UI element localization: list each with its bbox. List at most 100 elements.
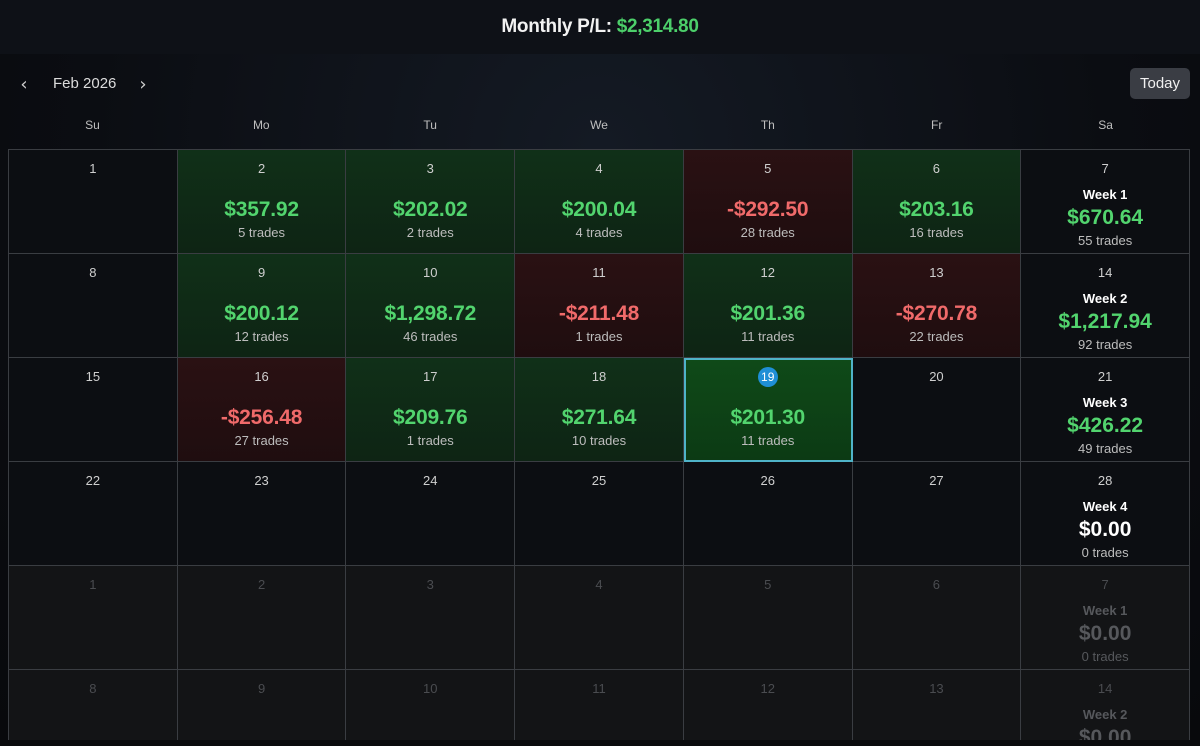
weekday-label: Mo (252, 118, 270, 132)
day-cell[interactable]: 8 (9, 254, 178, 358)
day-number: 8 (89, 681, 97, 696)
day-cell[interactable]: 1 (9, 150, 178, 254)
day-pnl: $271.64 (561, 406, 637, 429)
day-cell[interactable]: 13 -$270.78 22 trades (852, 254, 1022, 358)
day-cell[interactable]: 12 (683, 670, 853, 746)
day-cell[interactable]: 20 (852, 358, 1022, 462)
day-pnl: -$211.48 (558, 302, 640, 325)
day-cell[interactable]: 16 -$256.48 27 trades (177, 358, 347, 462)
day-trades: 12 trades (234, 329, 289, 344)
day-number: 27 (929, 473, 944, 488)
weekday-label: Th (760, 118, 775, 132)
day-pnl: $209.76 (393, 406, 468, 429)
day-number: 2 (257, 577, 266, 592)
day-cell[interactable]: 13 (852, 670, 1022, 746)
day-cell[interactable]: 23 (177, 462, 347, 566)
day-cell[interactable]: 12 $201.36 11 trades (683, 254, 853, 358)
day-trades: 1 trades (406, 433, 454, 448)
chevron-right-icon[interactable]: › (139, 73, 147, 95)
day-number: 7 (1101, 161, 1109, 176)
day-trades: 11 trades (741, 329, 795, 344)
day-cell[interactable]: 17 $209.76 1 trades (346, 358, 516, 462)
top-bar: Monthly P/L: $2,314.80 (0, 0, 1200, 54)
day-cell[interactable]: 24 (346, 462, 516, 566)
today-day-number: 19 (684, 367, 852, 387)
day-cell[interactable]: 11 (515, 670, 684, 746)
day-cell[interactable]: 3 $202.02 2 trades (346, 150, 516, 254)
day-trades: 11 trades (741, 433, 795, 448)
day-number: 28 (1097, 473, 1113, 488)
day-number: 14 (1097, 265, 1113, 280)
day-cell[interactable]: 3 (346, 566, 516, 670)
day-number: 3 (426, 161, 434, 176)
day-number: 9 (257, 681, 266, 696)
day-cell[interactable]: 4 (515, 566, 684, 670)
day-number: 7 (1101, 577, 1109, 592)
day-number: 8 (89, 265, 97, 280)
day-number: 6 (932, 161, 941, 176)
week-trades: 49 trades (1078, 441, 1133, 456)
calendar-nav: ‹ Feb 2026 › Today (0, 64, 1200, 104)
weekday-label: We (590, 118, 608, 132)
weekday-label: Fr (931, 118, 943, 132)
day-cell[interactable]: 5 (683, 566, 853, 670)
day-number: 12 (760, 265, 775, 280)
day-trades: 27 trades (234, 433, 289, 448)
day-cell[interactable]: 27 (852, 462, 1022, 566)
day-number: 1 (89, 161, 97, 176)
day-trades: 28 trades (740, 225, 795, 240)
day-cell[interactable]: 1 (9, 566, 178, 670)
day-number: 1 (89, 577, 97, 592)
day-cell[interactable]: 10 (346, 670, 516, 746)
day-cell[interactable]: 10 $1,298.72 46 trades (346, 254, 516, 358)
day-pnl: $200.04 (561, 198, 637, 221)
monthly-pl-label: Monthly P/L: (501, 16, 617, 37)
day-cell[interactable]: 4 $200.04 4 trades (515, 150, 684, 254)
day-cell[interactable]: 25 (515, 462, 684, 566)
week-trades: 55 trades (1078, 233, 1133, 248)
day-cell[interactable]: 2 $357.92 5 trades (177, 150, 347, 254)
week-pnl: $670.64 (1067, 206, 1144, 229)
chevron-left-icon[interactable]: ‹ (20, 73, 28, 95)
week-pnl: $0.00 (1078, 518, 1132, 541)
day-trades: 2 trades (406, 225, 454, 240)
day-number: 5 (764, 577, 772, 592)
day-cell[interactable]: 26 (683, 462, 853, 566)
day-pnl: -$256.48 (220, 406, 303, 429)
day-cell[interactable]: 9 (177, 670, 347, 746)
day-cell[interactable]: 9 $200.12 12 trades (177, 254, 347, 358)
day-trades: 16 trades (909, 225, 964, 240)
day-number: 24 (423, 473, 438, 488)
month-label: Feb 2026 (53, 75, 117, 92)
day-number: 18 (591, 369, 607, 384)
day-number: 11 (592, 265, 606, 280)
day-cell[interactable]: 2 (177, 566, 347, 670)
week-summary-cell: 28 Week 4 $0.00 0 trades (1021, 462, 1190, 566)
day-cell[interactable]: 15 (9, 358, 178, 462)
calendar-grid: 1 2 $357.92 5 trades 3 $202.02 2 trades 4 $200.0… (8, 149, 1190, 746)
week-label: Week 2 (1082, 291, 1128, 306)
day-cell[interactable]: 8 (9, 670, 178, 746)
day-pnl: $200.12 (224, 302, 299, 325)
day-pnl: $1,298.72 (384, 302, 477, 325)
day-number: 25 (591, 473, 607, 488)
day-number: 26 (760, 473, 775, 488)
day-trades: 1 trades (575, 329, 623, 344)
monthly-pl: Monthly P/L: $2,314.80 (501, 16, 699, 38)
week-label: Week 2 (1082, 707, 1128, 722)
day-cell[interactable]: 22 (9, 462, 178, 566)
today-button[interactable]: Today (1130, 68, 1190, 99)
day-cell[interactable]: 11 -$211.48 1 trades (515, 254, 684, 358)
week-pnl: $0.00 (1078, 622, 1132, 645)
day-cell[interactable]: 19 $201.30 11 trades (683, 358, 853, 462)
day-trades: 4 trades (575, 225, 623, 240)
day-pnl: -$270.78 (895, 302, 978, 325)
day-trades: 22 trades (909, 329, 964, 344)
week-trades: 0 trades (1081, 545, 1129, 560)
day-cell[interactable]: 6 (852, 566, 1022, 670)
day-cell[interactable]: 5 -$292.50 28 trades (683, 150, 853, 254)
weekday-label: Sa (1098, 118, 1113, 132)
day-cell[interactable]: 18 $271.64 10 trades (515, 358, 684, 462)
day-cell[interactable]: 6 $203.16 16 trades (852, 150, 1022, 254)
weekday-label: Su (85, 118, 100, 132)
